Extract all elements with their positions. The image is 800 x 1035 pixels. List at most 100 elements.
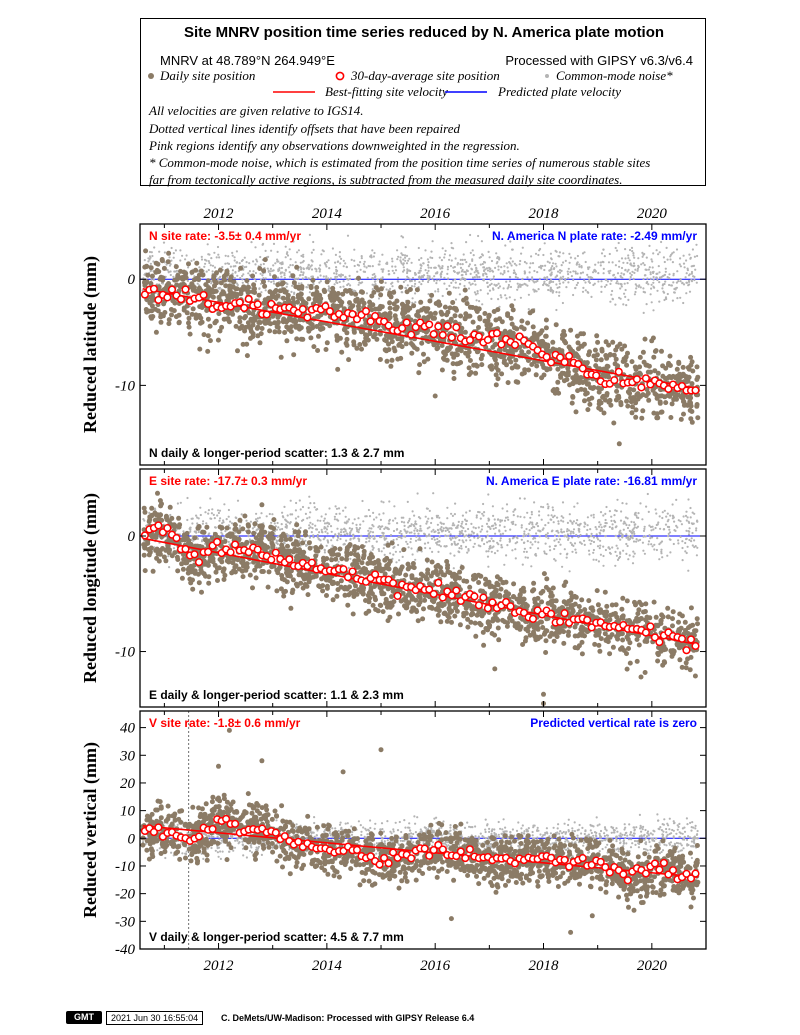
noise-point [485,550,488,553]
daily-point [618,402,624,408]
noise-point [310,268,314,271]
daily-point [143,279,149,285]
noise-point [695,554,699,557]
daily-point [181,307,187,313]
noise-point [343,533,346,536]
noise-point [268,512,271,516]
noise-point [518,283,521,286]
noise-point [174,249,177,252]
noise-point [471,258,474,261]
noise-point [434,530,437,533]
noise-point [403,521,406,524]
daily-point [193,313,199,319]
noise-point [593,282,596,285]
noise-point [460,522,463,525]
noise-point [191,522,194,525]
noise-point [290,290,293,293]
daily-point [331,290,337,295]
noise-point [631,562,635,565]
noise-point [265,515,268,518]
noise-point [325,261,328,264]
noise-point [432,528,435,532]
noise-point [461,520,464,523]
noise-point [576,519,579,522]
noise-point [569,271,572,274]
daily-point [604,391,610,396]
noise-point [481,525,484,528]
noise-point [202,520,205,523]
noise-point [400,262,403,265]
noise-point [246,282,249,285]
noise-point [630,530,633,533]
noise-point [560,515,563,518]
noise-point [464,518,467,521]
noise-point [308,534,311,538]
daily-point [150,314,156,319]
noise-point [214,526,217,529]
noise-point [620,266,624,270]
avg-point [565,351,574,361]
noise-point [648,524,651,527]
noise-point [417,246,420,250]
noise-point [309,521,312,524]
noise-point [684,514,688,518]
noise-point [198,266,201,269]
daily-point [294,264,300,270]
daily-point [434,346,440,352]
noise-point [427,517,430,520]
noise-point [353,264,356,268]
noise-point [584,289,587,292]
daily-point [231,279,237,285]
noise-point [516,282,519,285]
noise-point [234,531,237,534]
daily-point [445,345,451,351]
daily-point [553,322,559,328]
noise-point [413,279,416,282]
noise-point [584,522,587,526]
noise-point [337,560,340,563]
daily-point [447,305,453,311]
noise-point [597,261,600,264]
noise-point [438,540,441,543]
noise-point [643,291,647,294]
noise-point [211,264,215,267]
daily-point [497,353,503,359]
noise-point [383,527,386,531]
noise-point [487,517,490,520]
noise-point [397,543,400,547]
daily-point [598,407,604,412]
noise-point [461,258,464,261]
daily-point [284,338,290,344]
noise-point [600,252,604,255]
daily-point [186,261,191,267]
noise-point [542,506,545,509]
noise-point [530,510,533,514]
noise-point [289,258,292,261]
daily-point [273,295,279,301]
daily-point [451,354,457,360]
noise-point [478,535,481,538]
daily-point [487,364,493,370]
noise-point [575,262,579,265]
noise-point [459,258,462,261]
noise-point [461,268,464,271]
noise-point [691,511,694,514]
daily-point-outlier [573,409,579,415]
noise-point [569,256,573,259]
noise-point [419,267,422,270]
noise-point [523,550,526,553]
daily-point [250,331,256,337]
daily-point [323,347,329,352]
noise-point [383,535,386,538]
noise-point [528,271,531,274]
daily-point [205,316,211,322]
noise-point [481,512,484,515]
noise-point [532,537,535,540]
noise-point [472,545,475,549]
noise-point [452,567,455,570]
noise-point [630,273,633,277]
daily-point [515,379,521,385]
noise-point [481,537,484,541]
daily-point [509,321,515,327]
noise-point [316,533,319,537]
